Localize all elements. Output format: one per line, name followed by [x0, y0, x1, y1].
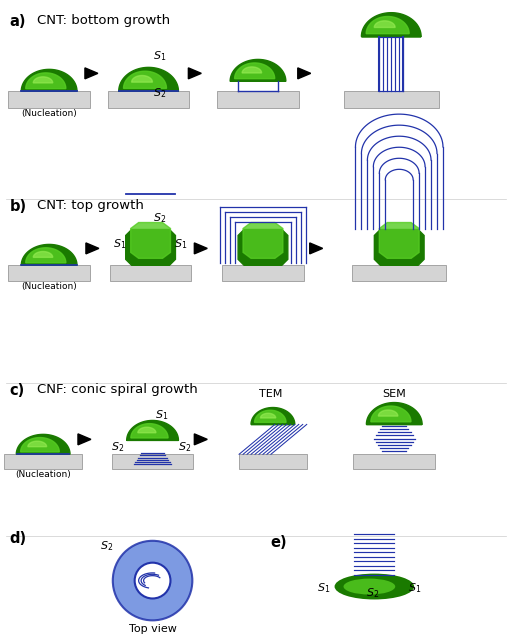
Polygon shape — [78, 434, 91, 445]
Polygon shape — [123, 71, 166, 88]
Bar — [217, 92, 299, 108]
Polygon shape — [195, 434, 207, 445]
Bar — [222, 266, 304, 281]
Bar — [5, 454, 82, 469]
Polygon shape — [234, 63, 275, 79]
Text: e): e) — [270, 535, 287, 550]
Text: d): d) — [9, 531, 27, 546]
Text: Top view: Top view — [129, 624, 177, 634]
Text: SEM: SEM — [382, 388, 406, 399]
Polygon shape — [374, 230, 424, 266]
Polygon shape — [26, 73, 66, 88]
Text: $S_1$: $S_1$ — [153, 49, 166, 63]
Bar — [353, 454, 435, 469]
Polygon shape — [261, 413, 276, 418]
Polygon shape — [251, 408, 295, 424]
Polygon shape — [188, 68, 201, 79]
Bar — [239, 454, 307, 469]
Bar — [344, 92, 438, 108]
Polygon shape — [132, 76, 153, 82]
Ellipse shape — [344, 579, 395, 595]
Text: $S_2$: $S_2$ — [100, 539, 113, 552]
Text: CNT: bottom growth: CNT: bottom growth — [37, 13, 170, 27]
Text: CNT: top growth: CNT: top growth — [37, 198, 144, 212]
Polygon shape — [33, 77, 53, 83]
Text: (Nucleation): (Nucleation) — [15, 470, 71, 479]
Bar — [108, 92, 189, 108]
Polygon shape — [361, 13, 421, 36]
Text: $S_1$: $S_1$ — [113, 237, 126, 251]
Text: CNF: conic spiral growth: CNF: conic spiral growth — [37, 383, 198, 396]
Polygon shape — [230, 60, 286, 81]
Polygon shape — [243, 223, 283, 259]
Text: b): b) — [9, 198, 27, 214]
Polygon shape — [86, 243, 99, 254]
Polygon shape — [378, 410, 398, 416]
Ellipse shape — [334, 573, 414, 600]
Polygon shape — [28, 441, 47, 447]
Polygon shape — [126, 420, 178, 440]
Polygon shape — [131, 424, 168, 438]
Polygon shape — [16, 435, 70, 454]
Polygon shape — [119, 67, 178, 92]
Text: (Nucleation): (Nucleation) — [22, 109, 77, 118]
Text: TEM: TEM — [259, 388, 282, 399]
Polygon shape — [22, 69, 77, 92]
Bar — [8, 92, 90, 108]
Polygon shape — [242, 67, 262, 73]
Polygon shape — [366, 17, 409, 34]
Polygon shape — [195, 243, 207, 254]
Text: $S_1$: $S_1$ — [155, 408, 168, 422]
Polygon shape — [33, 252, 53, 257]
Polygon shape — [371, 406, 411, 422]
Text: $S_2$: $S_2$ — [178, 440, 191, 454]
Polygon shape — [238, 230, 288, 266]
Text: $S_1$: $S_1$ — [316, 582, 330, 595]
Text: $S_1$: $S_1$ — [175, 237, 188, 251]
Bar — [352, 266, 446, 281]
Polygon shape — [22, 244, 77, 266]
Circle shape — [135, 563, 170, 598]
Polygon shape — [126, 230, 176, 266]
Polygon shape — [85, 68, 98, 79]
Polygon shape — [20, 438, 59, 452]
Text: $S_2$: $S_2$ — [153, 86, 166, 100]
Polygon shape — [131, 223, 170, 259]
Bar — [110, 266, 191, 281]
Polygon shape — [310, 243, 323, 254]
Bar — [8, 266, 90, 281]
Polygon shape — [254, 410, 286, 422]
Text: $S_2$: $S_2$ — [153, 212, 166, 225]
Text: c): c) — [9, 383, 25, 397]
Polygon shape — [298, 68, 311, 79]
Text: $S_2$: $S_2$ — [367, 586, 379, 600]
Text: (Nucleation): (Nucleation) — [22, 282, 77, 291]
Circle shape — [113, 541, 193, 620]
Polygon shape — [374, 20, 395, 28]
Text: a): a) — [9, 13, 26, 29]
Bar — [112, 454, 194, 469]
Polygon shape — [379, 223, 419, 259]
Polygon shape — [367, 403, 422, 424]
Polygon shape — [138, 428, 156, 433]
Text: $S_1$: $S_1$ — [408, 582, 421, 595]
Text: $S_2$: $S_2$ — [111, 440, 124, 454]
Polygon shape — [26, 248, 66, 263]
